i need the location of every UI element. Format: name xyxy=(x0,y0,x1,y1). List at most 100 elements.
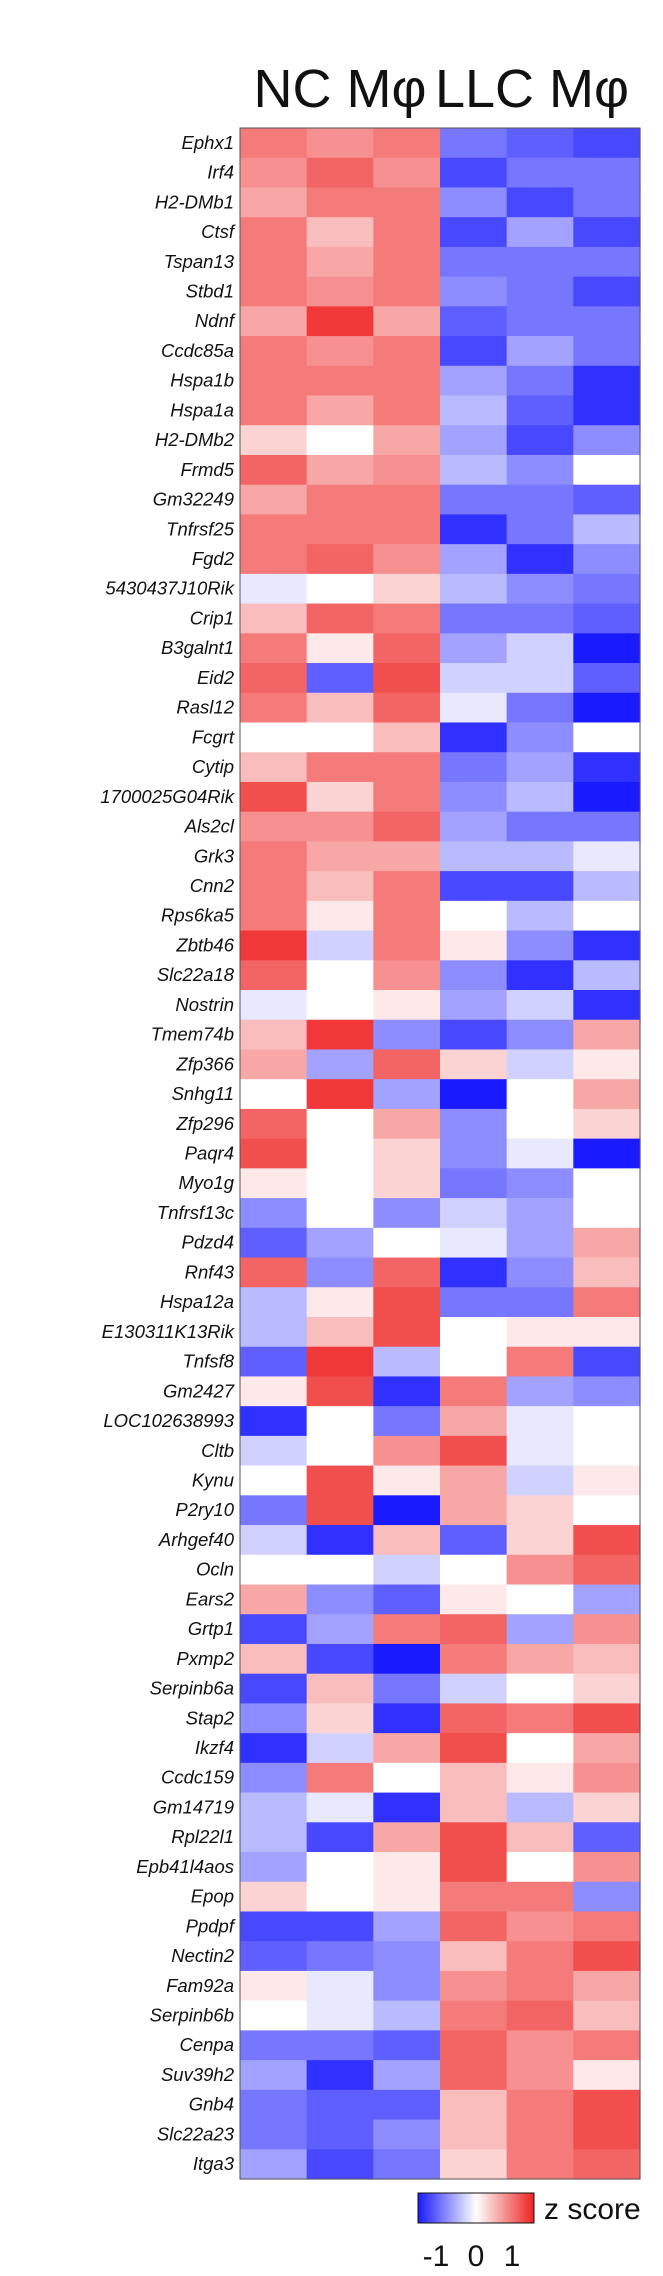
heatmap-cell-Snhg11-1 xyxy=(240,1079,308,1110)
heatmap-cell-Kynu-5 xyxy=(506,1465,574,1496)
heatmap-cell-Suv39h2-5 xyxy=(506,2060,574,2091)
heatmap-cell-Rpl22l1-2 xyxy=(306,1822,374,1853)
heatmap-cell-Rnf43-5 xyxy=(506,1257,574,1288)
heatmap-cell-Serpinb6a-3 xyxy=(373,1673,441,1704)
heatmap-cell-Arhgef40-1 xyxy=(240,1525,308,1556)
heatmap-cell-Pdzd4-1 xyxy=(240,1227,308,1259)
gene-label: Zbtb46 xyxy=(175,934,234,955)
heatmap-cell-Tspan13-3 xyxy=(373,246,441,278)
heatmap-cell-E130311K13Rik-3 xyxy=(373,1316,441,1348)
heatmap-cell-Slc22a18-2 xyxy=(306,960,374,991)
heat-cells xyxy=(240,128,641,2180)
heatmap-cell-Itga3-4 xyxy=(440,2149,508,2180)
gene-label: Tmem74b xyxy=(151,1024,234,1045)
heatmap-cell-Ccdc85a-1 xyxy=(240,336,308,367)
heatmap-cell-Rnf43-6 xyxy=(573,1257,641,1288)
gene-label: B3galnt1 xyxy=(161,637,234,658)
heatmap-cell-Frmd5-5 xyxy=(506,454,574,486)
heatmap-cell-Gm2427-1 xyxy=(240,1376,308,1407)
heatmap-cell-Eid2-3 xyxy=(373,663,441,694)
gene-label: Grk3 xyxy=(194,845,235,866)
gene-label: Rnf43 xyxy=(185,1261,235,1282)
heatmap-cell-Gm14719-6 xyxy=(573,1792,641,1823)
heatmap-cell-Rps6ka5-2 xyxy=(306,900,374,932)
heatmap-cell-Nectin2-5 xyxy=(506,1941,574,1972)
heatmap-cell-Rpl22l1-6 xyxy=(573,1822,641,1853)
heatmap-cell-Als2cl-4 xyxy=(440,811,508,842)
heatmap-cell-B3galnt1-2 xyxy=(306,633,374,664)
heatmap-cell-Serpinb6a-1 xyxy=(240,1673,308,1704)
gene-label: Epb41l4aos xyxy=(136,1856,234,1877)
heatmap-cell-H2-DMb1-6 xyxy=(573,187,641,218)
heatmap-cell-Tnfrsf13c-3 xyxy=(373,1198,441,1229)
heatmap-cell-E130311K13Rik-5 xyxy=(506,1316,574,1348)
gene-label: Eid2 xyxy=(197,667,235,688)
heatmap-cell-Gm2427-2 xyxy=(306,1376,374,1407)
heatmap-cell-Gm14719-2 xyxy=(306,1792,374,1823)
heatmap-cell-Itga3-2 xyxy=(306,2149,374,2180)
gene-label: Kynu xyxy=(192,1469,234,1490)
heatmap-cell-E130311K13Rik-6 xyxy=(573,1316,641,1348)
heatmap-cell-Slc22a23-4 xyxy=(440,2119,508,2150)
heatmap-cell-P2ry10-1 xyxy=(240,1495,308,1526)
gene-label: Suv39h2 xyxy=(161,2064,235,2085)
heatmap-cell-Zfp296-3 xyxy=(373,1108,441,1140)
heatmap-cell-Stbd1-4 xyxy=(440,276,508,307)
heatmap-cell-Slc22a18-6 xyxy=(573,960,641,991)
heatmap-cell-Pdzd4-5 xyxy=(506,1227,574,1259)
heatmap-cell-Pdzd4-6 xyxy=(573,1227,641,1259)
heatmap-cell-Ppdpf-1 xyxy=(240,1911,308,1942)
heatmap-cell-Ocln-2 xyxy=(306,1554,374,1586)
heatmap-cell-Irf4-2 xyxy=(306,157,374,189)
heatmap-cell-LOC102638993-6 xyxy=(573,1406,641,1437)
heatmap-cell-Gnb4-5 xyxy=(506,2089,574,2121)
heatmap-cell-Cenpa-5 xyxy=(506,2030,574,2061)
heatmap-cell-Nectin2-1 xyxy=(240,1941,308,1972)
heatmap-cell-Ocln-5 xyxy=(506,1554,574,1586)
heatmap-cell-Ocln-1 xyxy=(240,1554,308,1586)
heatmap-cell-P2ry10-5 xyxy=(506,1495,574,1526)
heatmap-cell-Ephx1-4 xyxy=(440,128,508,159)
heatmap-cell-Stbd1-5 xyxy=(506,276,574,307)
gene-label: Grtp1 xyxy=(188,1618,234,1639)
heatmap-cell-Slc22a23-3 xyxy=(373,2119,441,2150)
heatmap-cell-Rpl22l1-4 xyxy=(440,1822,508,1853)
heatmap-cell-Tnfsf8-4 xyxy=(440,1346,508,1378)
heatmap-cell-Tnfrsf13c-5 xyxy=(506,1198,574,1229)
heatmap-cell-Gm32249-3 xyxy=(373,484,441,516)
gene-label: Gnb4 xyxy=(189,2094,234,2115)
gene-label: Snhg11 xyxy=(172,1083,234,1104)
heatmap-cell-Fgd2-3 xyxy=(373,544,441,575)
heatmap-cell-H2-DMb1-1 xyxy=(240,187,308,218)
heatmap-cell-Pxmp2-1 xyxy=(240,1643,308,1675)
heatmap-cell-Ccdc159-3 xyxy=(373,1762,441,1794)
heatmap-cell-Nostrin-6 xyxy=(573,990,641,1021)
heatmap-cell-Ears2-2 xyxy=(306,1584,374,1615)
heatmap-cell-E130311K13Rik-1 xyxy=(240,1316,308,1348)
heatmap-cell-Ears2-6 xyxy=(573,1584,641,1615)
gene-label: Pdzd4 xyxy=(182,1232,234,1253)
heatmap-cell-Cytip-4 xyxy=(440,752,508,783)
heatmap-cell-Tnfsf8-2 xyxy=(306,1346,374,1378)
heatmap-cell-Ctsf-4 xyxy=(440,217,508,248)
heatmap-cell-Suv39h2-2 xyxy=(306,2060,374,2091)
gene-label: Rpl22l1 xyxy=(171,1826,234,1847)
heatmap-cell-Rnf43-4 xyxy=(440,1257,508,1288)
heatmap-cell-Cenpa-6 xyxy=(573,2030,641,2061)
gene-label: Hspa1a xyxy=(170,399,234,420)
heatmap-cell-Cltb-6 xyxy=(573,1435,641,1467)
heatmap-cell-Fam92a-4 xyxy=(440,1970,508,2002)
gene-label: P2ry10 xyxy=(175,1499,234,1520)
gene-label: Itga3 xyxy=(193,2153,235,2174)
heatmap-cell-LOC102638993-1 xyxy=(240,1406,308,1437)
gene-label: Tnfsf8 xyxy=(183,1351,235,1372)
heatmap-cell-Zbtb46-4 xyxy=(440,930,508,961)
gene-label: Cytip xyxy=(192,756,234,777)
heatmap-cell-Rasl12-6 xyxy=(573,692,641,724)
heatmap-cell-Ikzf4-1 xyxy=(240,1733,308,1764)
heatmap-cell-Zbtb46-2 xyxy=(306,930,374,961)
heatmap-cell-P2ry10-6 xyxy=(573,1495,641,1526)
heatmap-cell-Cnn2-5 xyxy=(506,871,574,902)
legend: z score -1 0 1 xyxy=(417,2192,641,2273)
heatmap-cell-Serpinb6b-1 xyxy=(240,2000,308,2031)
